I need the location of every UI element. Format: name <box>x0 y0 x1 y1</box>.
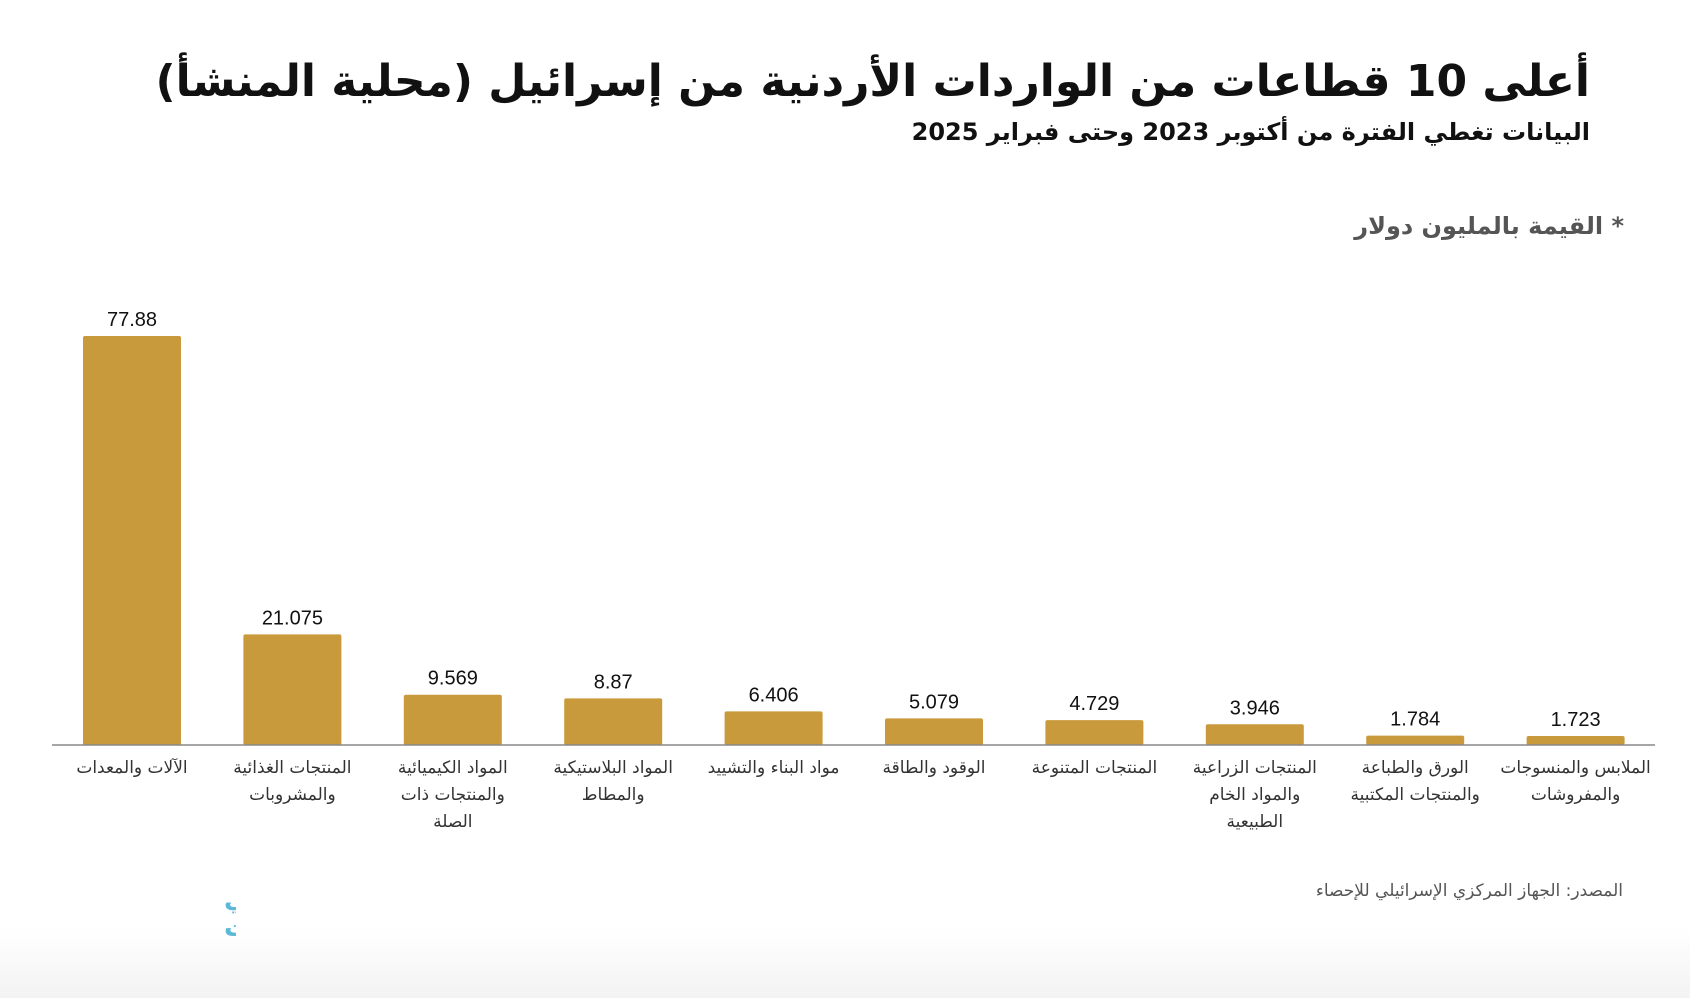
brand-logo: عربي بوست <box>224 884 236 940</box>
category-label-10-line-1: الملابس والمنسوجات <box>1500 758 1650 778</box>
bar-4 <box>564 698 663 745</box>
category-label-2-line-2: والمشروبات <box>249 785 336 805</box>
category-label-2-line-1: المنتجات الغذائية <box>233 758 351 778</box>
bar-8 <box>1205 724 1304 745</box>
category-label-3-line-3: الصلة <box>433 812 472 832</box>
category-label-8-line-2: والمواد الخام <box>1209 785 1300 805</box>
data-label-8: 3.946 <box>1230 697 1280 719</box>
data-label-2: 21.075 <box>262 607 323 629</box>
bar-3 <box>403 694 502 745</box>
data-label-9: 1.784 <box>1390 709 1440 731</box>
bar-1 <box>83 336 181 745</box>
bar-2 <box>243 634 342 745</box>
data-label-5: 6.406 <box>749 684 799 706</box>
category-label-4-line-2: والمطاط <box>582 785 645 805</box>
bar-9 <box>1366 735 1465 745</box>
category-label-8-line-1: المنتجات الزراعية <box>1193 758 1317 778</box>
bar-7 <box>1045 720 1144 745</box>
bar-5 <box>724 711 823 745</box>
bar-chart: 77.88 الآلات والمعدات 21.075 المنتجات الغذا… <box>52 309 1655 832</box>
category-label-6-line-1: الوقود والطاقة <box>882 758 985 778</box>
category-label-8-line-3: الطبيعية <box>1227 812 1284 832</box>
category-label-9-line-2: والمنتجات المكتبية <box>1351 785 1480 805</box>
category-label-5-line-1: مواد البناء والتشييد <box>708 758 840 778</box>
category-label-3-line-2: والمنتجات ذات <box>401 785 505 805</box>
logo-line-2: بوست <box>224 913 236 940</box>
category-label-3-line-1: المواد الكيميائية <box>398 758 508 778</box>
category-label-10-line-2: والمفروشات <box>1531 785 1621 805</box>
bottom-fade <box>0 928 1690 998</box>
data-label-4: 8.87 <box>594 671 633 693</box>
bar-6 <box>885 718 983 745</box>
data-label-1: 77.88 <box>107 309 157 331</box>
category-label-7-line-1: المنتجات المتنوعة <box>1032 758 1158 778</box>
category-label-1-line-1: الآلات والمعدات <box>76 757 187 778</box>
chart-subtitle: البيانات تغطي الفترة من أكتوبر 2023 وحتى… <box>911 118 1590 146</box>
category-label-4-line-1: المواد البلاستيكية <box>553 758 673 778</box>
data-label-7: 4.729 <box>1069 693 1119 715</box>
chart-title: أعلى 10 قطاعات من الواردات الأردنية من إ… <box>155 56 1590 107</box>
source-note: المصدر: الجهاز المركزي الإسرائيلي للإحصا… <box>1315 881 1623 901</box>
data-label-6: 5.079 <box>909 691 959 713</box>
unit-note: * القيمة بالمليون دولار <box>1354 212 1624 240</box>
logo-line-1: عربي <box>224 884 236 914</box>
data-label-10: 1.723 <box>1551 709 1601 731</box>
bar-10 <box>1526 735 1625 745</box>
data-label-3: 9.569 <box>428 668 478 690</box>
category-label-9-line-1: الورق والطباعة <box>1362 758 1469 778</box>
